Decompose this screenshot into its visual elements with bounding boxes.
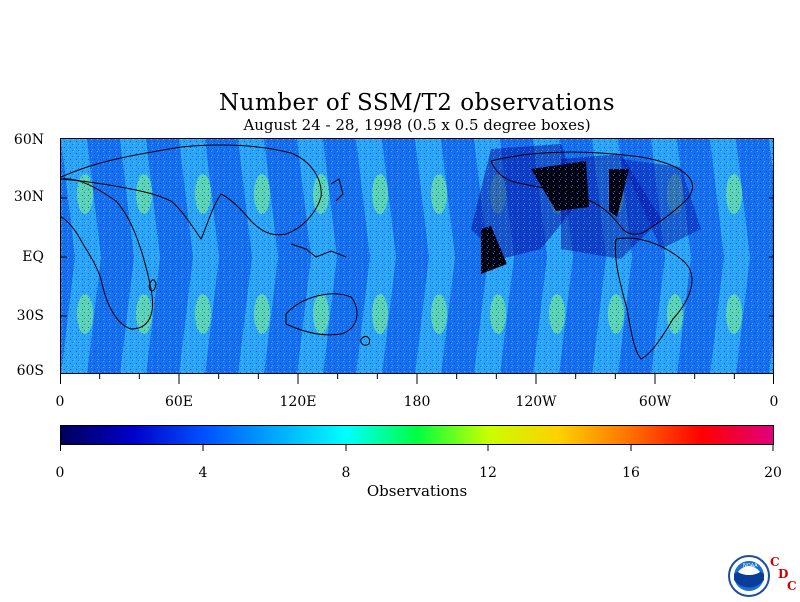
logo-letter-c1: C [770, 555, 780, 569]
colorbar-label-0: 0 [55, 465, 65, 481]
colorbar-title: Observations [366, 482, 468, 500]
colorbar-label-16: 16 [622, 465, 640, 481]
observation-map [60, 138, 774, 374]
australia-outline [285, 293, 358, 336]
noaa-logo-icon: NOAA C D C [728, 555, 797, 597]
lon-label-60e: 60E [164, 394, 194, 410]
madagascar-outline [148, 279, 157, 292]
colorbar-label-12: 12 [479, 465, 497, 481]
lon-ticks [60, 374, 774, 384]
lon-label-0: 0 [55, 394, 65, 410]
colorbar-label-4: 4 [198, 465, 208, 481]
lon-label-120e: 120E [279, 394, 317, 410]
colorbar-ticks [60, 445, 774, 451]
noaa-cdc-logo: NOAA C D C [728, 550, 798, 598]
lat-label-60s: 60S [16, 363, 44, 379]
lon-label-180: 180 [403, 394, 431, 410]
map-inner-ticks [61, 197, 773, 317]
chart-title: Number of SSM/T2 observations [219, 90, 615, 116]
observation-map-svg [61, 139, 773, 373]
africa-outline [61, 178, 154, 330]
noaa-logo-text: NOAA [743, 563, 758, 569]
eurasia-outline [61, 144, 322, 240]
colorbar-label-8: 8 [341, 465, 351, 481]
logo-letter-d: D [778, 567, 788, 581]
japan-outline [330, 178, 344, 202]
continent-outlines [61, 144, 693, 360]
lat-label-30s: 30S [16, 308, 44, 324]
lon-label-360: 0 [769, 394, 779, 410]
lat-label-eq: EQ [22, 249, 44, 265]
indonesia-outline [290, 243, 347, 258]
colorbar [60, 425, 774, 445]
logo-letter-c2: C [787, 579, 797, 593]
lon-label-120w: 120W [515, 394, 557, 410]
lat-label-30n: 30N [13, 189, 44, 205]
north-america-outline [490, 151, 693, 235]
map-noise-texture [61, 139, 773, 373]
colorbar-label-20: 20 [764, 465, 782, 481]
lat-label-60n: 60N [13, 132, 44, 148]
chart-subtitle: August 24 - 28, 1998 (0.5 x 0.5 degree b… [243, 116, 591, 134]
lon-label-60w: 60W [638, 394, 672, 410]
south-america-outline [614, 237, 693, 360]
new-zealand-outline [360, 336, 370, 346]
